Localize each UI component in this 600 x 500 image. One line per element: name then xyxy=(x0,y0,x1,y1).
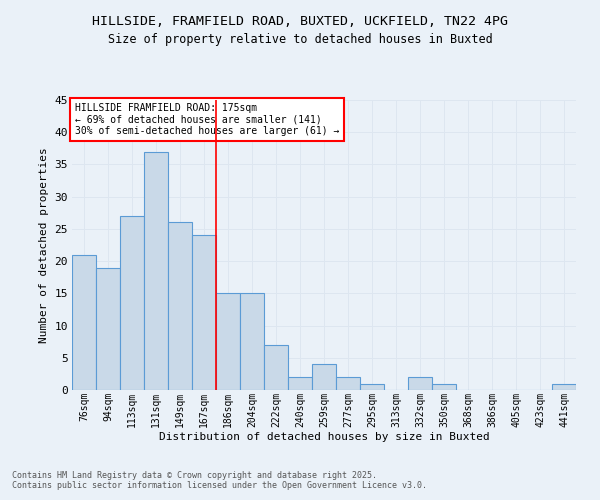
X-axis label: Distribution of detached houses by size in Buxted: Distribution of detached houses by size … xyxy=(158,432,490,442)
Text: Size of property relative to detached houses in Buxted: Size of property relative to detached ho… xyxy=(107,32,493,46)
Bar xyxy=(168,222,192,390)
Bar xyxy=(144,152,168,390)
Bar xyxy=(192,236,216,390)
Bar xyxy=(312,364,336,390)
Bar xyxy=(408,377,432,390)
Bar xyxy=(288,377,312,390)
Bar xyxy=(432,384,456,390)
Text: HILLSIDE FRAMFIELD ROAD: 175sqm
← 69% of detached houses are smaller (141)
30% o: HILLSIDE FRAMFIELD ROAD: 175sqm ← 69% of… xyxy=(74,103,339,136)
Bar xyxy=(96,268,120,390)
Text: HILLSIDE, FRAMFIELD ROAD, BUXTED, UCKFIELD, TN22 4PG: HILLSIDE, FRAMFIELD ROAD, BUXTED, UCKFIE… xyxy=(92,15,508,28)
Bar xyxy=(360,384,384,390)
Bar xyxy=(120,216,144,390)
Y-axis label: Number of detached properties: Number of detached properties xyxy=(39,147,49,343)
Bar xyxy=(216,294,240,390)
Bar xyxy=(336,377,360,390)
Bar xyxy=(72,254,96,390)
Text: Contains HM Land Registry data © Crown copyright and database right 2025.
Contai: Contains HM Land Registry data © Crown c… xyxy=(12,470,427,490)
Bar xyxy=(264,345,288,390)
Bar xyxy=(552,384,576,390)
Bar xyxy=(240,294,264,390)
